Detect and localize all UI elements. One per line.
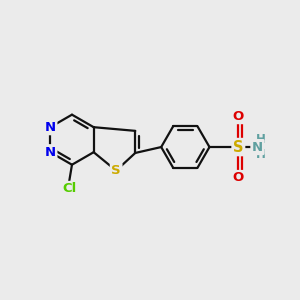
Text: N: N bbox=[45, 121, 56, 134]
Text: S: S bbox=[233, 140, 244, 154]
Text: N: N bbox=[252, 141, 263, 154]
Text: O: O bbox=[233, 172, 244, 184]
Text: N: N bbox=[45, 146, 56, 159]
Text: Cl: Cl bbox=[62, 182, 76, 195]
Text: H: H bbox=[256, 148, 266, 161]
Text: H: H bbox=[256, 133, 266, 146]
Text: S: S bbox=[111, 164, 121, 177]
Text: O: O bbox=[233, 110, 244, 123]
